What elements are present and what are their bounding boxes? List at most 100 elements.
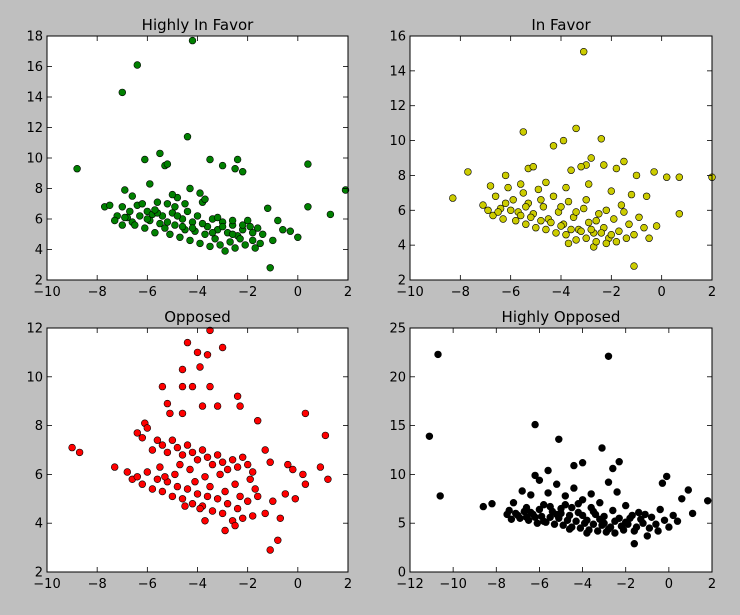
data-point xyxy=(194,491,201,498)
chart-title: In Favor xyxy=(531,16,591,34)
y-tick-label: 8 xyxy=(35,182,43,197)
data-point xyxy=(585,219,592,226)
data-point xyxy=(146,181,153,188)
x-tick-label: −2 xyxy=(616,577,635,592)
data-point xyxy=(633,524,640,531)
data-point xyxy=(76,449,83,456)
data-point xyxy=(566,526,573,533)
y-tick-label: 2 xyxy=(398,274,406,289)
data-point xyxy=(495,209,502,216)
data-point xyxy=(209,461,216,468)
data-point xyxy=(254,493,261,500)
data-point xyxy=(595,210,602,217)
data-point xyxy=(553,481,560,488)
data-point xyxy=(600,162,607,169)
data-point xyxy=(568,167,575,174)
data-point xyxy=(302,410,309,417)
data-point xyxy=(530,163,537,170)
data-point xyxy=(217,471,224,478)
data-point xyxy=(234,393,241,400)
data-point xyxy=(174,444,181,451)
data-point xyxy=(174,213,181,220)
data-point xyxy=(543,226,550,233)
data-point xyxy=(179,410,186,417)
data-point xyxy=(596,499,603,506)
data-point xyxy=(621,158,628,165)
data-point xyxy=(207,383,214,390)
data-point xyxy=(588,491,595,498)
data-point xyxy=(247,476,254,483)
data-point xyxy=(139,481,146,488)
data-point xyxy=(480,202,487,209)
data-point xyxy=(608,188,615,195)
data-point xyxy=(553,230,560,237)
data-point xyxy=(169,493,176,500)
data-point xyxy=(646,235,653,242)
data-point xyxy=(232,245,239,252)
data-point xyxy=(214,403,221,410)
data-point xyxy=(224,466,231,473)
y-tick-label: 12 xyxy=(389,99,406,114)
x-tick-label: 0 xyxy=(294,285,302,300)
data-point xyxy=(106,202,113,209)
data-point xyxy=(239,168,246,175)
data-point xyxy=(179,223,186,230)
x-tick-label: −6 xyxy=(530,577,549,592)
x-tick-label: −2 xyxy=(238,577,257,592)
data-point xyxy=(550,142,557,149)
data-point xyxy=(222,527,229,534)
data-point xyxy=(119,89,126,96)
data-point xyxy=(229,217,236,224)
data-point xyxy=(614,489,621,496)
data-point xyxy=(244,461,251,468)
data-point xyxy=(612,518,619,525)
data-point xyxy=(596,516,603,523)
x-tick-label: −8 xyxy=(88,577,107,592)
data-point xyxy=(219,459,226,466)
data-point xyxy=(214,452,221,459)
data-point xyxy=(512,217,519,224)
data-point xyxy=(618,202,625,209)
data-point xyxy=(187,237,194,244)
data-point xyxy=(527,492,534,499)
data-point xyxy=(182,503,189,510)
y-tick-label: 4 xyxy=(398,239,406,254)
data-point xyxy=(583,235,590,242)
data-point xyxy=(588,226,595,233)
data-point xyxy=(547,503,554,510)
scatter-panel: −10 −8 −6 −4 −2 0 224681012Opposed xyxy=(26,308,352,592)
data-point xyxy=(274,537,281,544)
data-point xyxy=(437,493,444,500)
data-point xyxy=(588,155,595,162)
data-point xyxy=(543,179,550,186)
data-point xyxy=(508,516,515,523)
data-point xyxy=(558,223,565,230)
data-point xyxy=(585,181,592,188)
data-point xyxy=(593,238,600,245)
data-point xyxy=(563,184,570,191)
data-point xyxy=(232,522,239,529)
data-point xyxy=(653,521,660,528)
data-point xyxy=(249,513,256,520)
data-point xyxy=(631,231,638,238)
data-point xyxy=(162,473,169,480)
data-point xyxy=(562,501,569,508)
data-point xyxy=(249,237,256,244)
data-point xyxy=(119,222,126,229)
data-point xyxy=(704,497,711,504)
data-point xyxy=(152,207,159,214)
data-point xyxy=(678,495,685,502)
data-point xyxy=(179,495,186,502)
data-point xyxy=(184,208,191,215)
data-point xyxy=(262,447,269,454)
data-point xyxy=(605,353,612,360)
data-point xyxy=(209,229,216,236)
data-point xyxy=(659,480,666,487)
y-tick-label: 12 xyxy=(26,322,43,337)
data-point xyxy=(204,493,211,500)
data-point xyxy=(579,459,586,466)
data-point xyxy=(579,512,586,519)
data-point xyxy=(317,464,324,471)
data-point xyxy=(651,169,658,176)
